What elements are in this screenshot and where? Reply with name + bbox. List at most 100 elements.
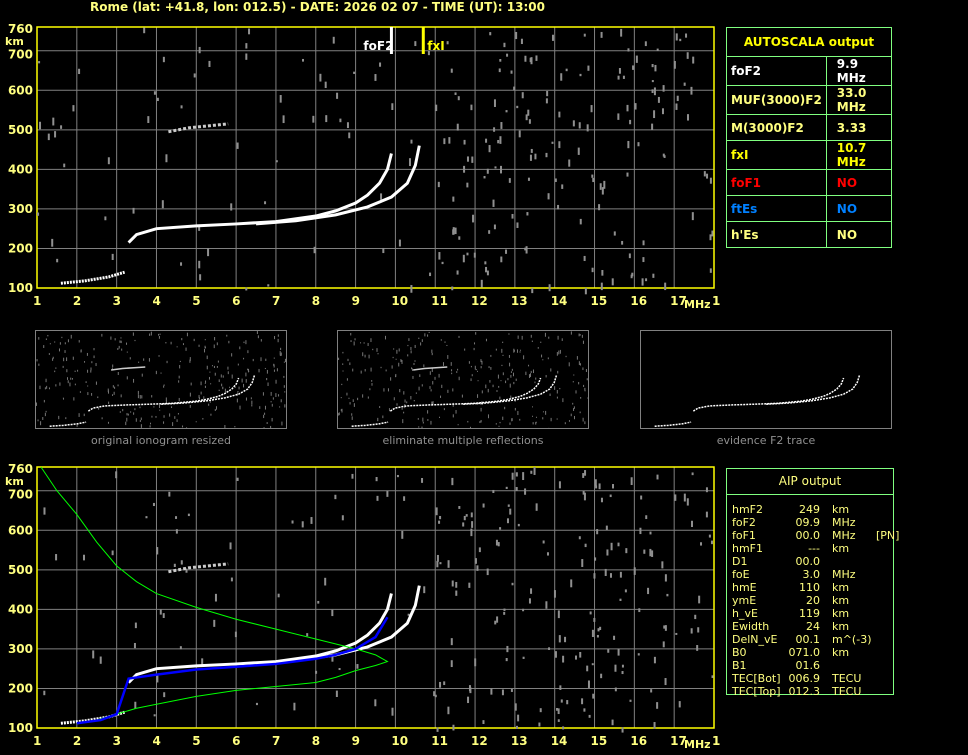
noise-dot xyxy=(163,421,165,424)
noise-dot xyxy=(107,157,110,165)
noise-dot xyxy=(554,178,557,182)
noise-dot xyxy=(492,199,495,207)
noise-dot xyxy=(374,74,377,81)
noise-dot xyxy=(575,655,578,660)
noise-dot xyxy=(224,424,226,429)
noise-dot xyxy=(418,426,420,428)
noise-dot xyxy=(548,336,550,339)
trace-thumb xyxy=(654,421,692,427)
noise-dot xyxy=(558,635,561,643)
noise-dot xyxy=(62,397,64,399)
aip-cell: TEC[Top] xyxy=(732,685,781,698)
noise-dot xyxy=(489,32,492,36)
noise-dot xyxy=(463,139,466,145)
noise-dot xyxy=(69,382,71,387)
x-tick-label: 4 xyxy=(152,294,160,308)
autoscala-label: M(3000)F2 xyxy=(726,114,827,141)
e-trace xyxy=(60,710,126,725)
noise-dot xyxy=(229,542,232,550)
noise-dot xyxy=(432,401,434,405)
noise-dot xyxy=(480,359,482,363)
noise-dot xyxy=(334,494,337,500)
noise-dot xyxy=(234,386,236,389)
noise-dot xyxy=(562,398,564,403)
noise-dot xyxy=(429,386,431,389)
noise-dot xyxy=(398,362,400,367)
aip-cell: km xyxy=(832,581,850,594)
noise-dot xyxy=(556,396,558,399)
noise-dot xyxy=(534,153,537,160)
noise-dot xyxy=(503,608,506,611)
noise-dot xyxy=(165,397,167,401)
noise-dot xyxy=(580,396,582,399)
aip-row: foF2 09.9 MHz xyxy=(732,516,906,529)
y-tick-label: 500 xyxy=(8,123,33,137)
noise-dot xyxy=(458,236,461,240)
noise-dot xyxy=(545,410,547,415)
noise-dot xyxy=(515,378,517,381)
noise-dot xyxy=(705,487,708,493)
noise-dot xyxy=(45,338,47,340)
noise-dot xyxy=(187,513,190,517)
noise-dot xyxy=(107,421,109,424)
noise-dot xyxy=(447,706,450,715)
noise-dot xyxy=(711,230,714,237)
noise-dot xyxy=(590,105,593,113)
noise-dot xyxy=(208,376,210,380)
noise-dot xyxy=(561,184,564,189)
noise-dot xyxy=(457,96,460,101)
aip-cell: km xyxy=(832,503,850,516)
trace-thumb xyxy=(161,374,256,405)
noise-dot xyxy=(481,403,483,405)
noise-dot xyxy=(611,278,614,286)
noise-dot xyxy=(584,543,587,548)
noise-dot xyxy=(455,581,458,588)
aip-cell: km xyxy=(832,646,850,659)
noise-dot xyxy=(44,412,46,417)
x-axis-label: MHz xyxy=(684,738,711,751)
noise-dot xyxy=(104,216,107,221)
noise-dot xyxy=(478,547,481,553)
noise-dot xyxy=(339,118,342,123)
y-tick-label: 600 xyxy=(8,83,33,97)
noise-dot xyxy=(553,590,556,598)
noise-dot xyxy=(429,272,432,277)
noise-dot xyxy=(133,412,135,415)
noise-dot xyxy=(466,182,469,188)
x-tick-label: 17 xyxy=(670,294,687,308)
noise-dot xyxy=(694,614,697,620)
noise-dot xyxy=(153,406,155,408)
noise-dot xyxy=(62,365,64,368)
noise-dot xyxy=(92,650,95,659)
noise-dot xyxy=(593,573,596,579)
noise-dot xyxy=(535,503,538,511)
noise-dot xyxy=(111,253,114,260)
noise-dot xyxy=(125,342,127,345)
noise-dot xyxy=(532,369,534,374)
noise-dot xyxy=(509,508,512,515)
noise-dot xyxy=(599,626,602,631)
noise-dot xyxy=(44,387,46,390)
noise-dot xyxy=(56,258,59,263)
noise-dot xyxy=(257,335,259,339)
noise-dot xyxy=(467,696,470,704)
noise-dot xyxy=(431,368,433,372)
noise-dot xyxy=(163,692,166,698)
noise-dot xyxy=(584,390,586,392)
noise-dot xyxy=(250,397,252,400)
noise-dot xyxy=(275,160,278,163)
noise-dot xyxy=(475,332,477,335)
noise-dot xyxy=(450,68,453,73)
noise-dot xyxy=(528,374,530,378)
noise-dot xyxy=(264,405,266,410)
noise-dot xyxy=(517,335,519,339)
noise-dot xyxy=(514,407,516,411)
noise-dot xyxy=(338,412,340,416)
noise-dot xyxy=(436,554,439,562)
noise-dot xyxy=(138,361,140,363)
noise-dot xyxy=(421,384,423,387)
noise-dot xyxy=(251,404,253,407)
noise-dot xyxy=(600,31,603,38)
noise-dot xyxy=(190,382,192,386)
noise-dot xyxy=(548,284,551,292)
